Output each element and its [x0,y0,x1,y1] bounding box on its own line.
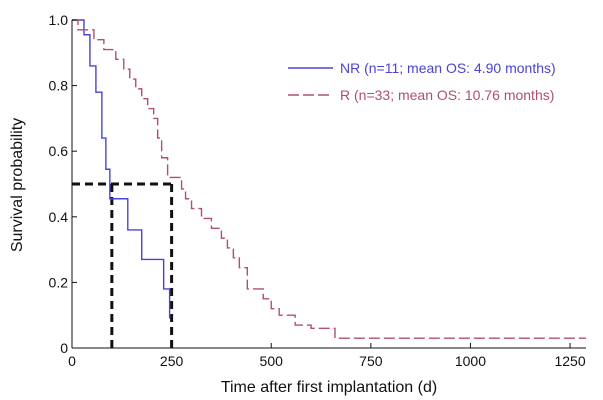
median-reference-lines [72,182,174,348]
x-tick-label: 500 [260,353,284,369]
x-axis-title: Time after first implantation (d) [221,379,437,396]
series-r-line [72,19,586,339]
axes: 0 0.2 0.4 0.6 0.8 1.0 0 250 500 750 1000 1250 [49,12,586,369]
x-tick-label: 750 [359,353,383,369]
x-tick-label: 1000 [455,353,486,369]
x-tick-label: 0 [68,353,76,369]
x-tick-label: 250 [160,353,184,369]
y-tick-label: 1.0 [49,12,69,28]
y-tick-label: 0.8 [49,78,69,94]
y-axis-title: Survival probability [9,118,26,252]
series-nr-line [72,19,171,319]
x-tick-label: 1250 [554,353,585,369]
legend: NR (n=11; mean OS: 4.90 months) R (n=33; … [288,60,556,103]
series-layer [72,19,586,339]
legend-label: NR (n=11; mean OS: 4.90 months) [340,60,556,76]
y-tick-label: 0.2 [49,274,69,290]
legend-label: R (n=33; mean OS: 10.76 months) [340,87,554,103]
y-tick-label: 0 [60,340,68,356]
y-tick-label: 0.6 [49,143,69,159]
y-tick-label: 0.4 [49,209,69,225]
